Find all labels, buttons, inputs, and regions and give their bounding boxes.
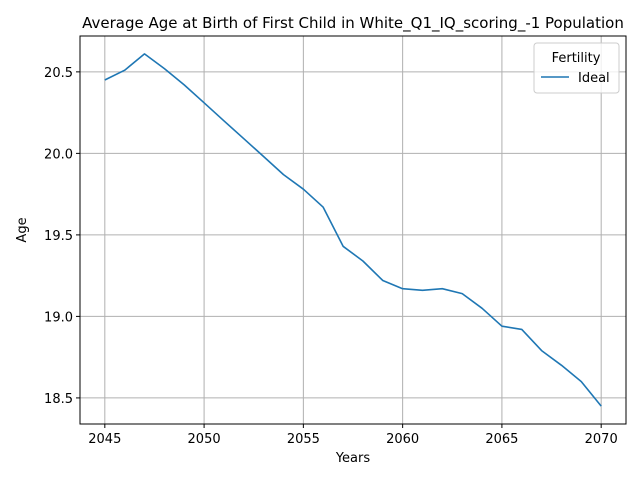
legend-title: Fertility [552,51,601,66]
y-tick-label: 19.5 [44,229,73,244]
series-line-0 [104,53,602,407]
y-tick-label: 20.5 [44,66,73,81]
x-tick-label: 2060 [386,432,419,447]
y-axis-label: Age [15,217,30,242]
y-tick-label: 20.0 [44,147,73,162]
x-axis-label: Years [335,451,371,466]
y-tick-label: 18.5 [44,392,73,407]
x-axis-ticks: 2045 2050 2055 2060 2065 2070 [88,424,618,447]
legend: Fertility Ideal [533,42,620,94]
legend-label: Ideal [578,71,610,86]
y-axis-ticks: 18.5 19.0 19.5 20.0 20.5 [44,66,80,407]
x-tick-label: 2050 [188,432,221,447]
y-tick-label: 19.0 [44,310,73,325]
series-lines [104,53,602,407]
x-tick-label: 2065 [485,432,518,447]
legend-box [533,42,620,94]
plot-frame [79,35,627,425]
x-tick-label: 2045 [88,432,121,447]
x-tick-label: 2055 [287,432,320,447]
grid [80,36,626,424]
chart-title: Average Age at Birth of First Child in W… [82,14,624,33]
legend-entries: Ideal [541,71,610,86]
x-tick-label: 2070 [585,432,618,447]
